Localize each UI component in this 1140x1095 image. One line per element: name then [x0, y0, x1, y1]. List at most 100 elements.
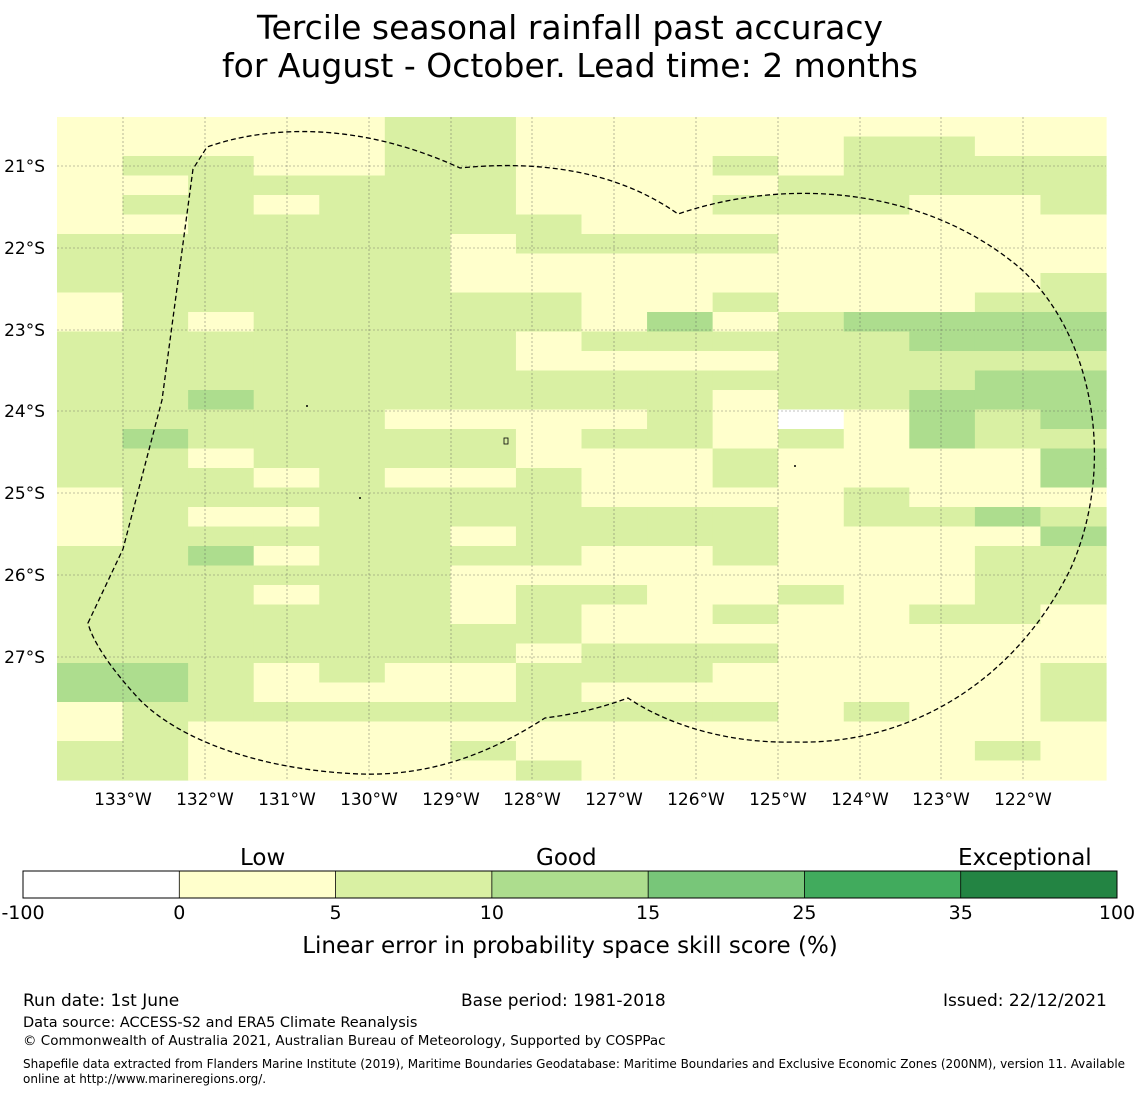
grid-cell: [319, 663, 386, 684]
grid-cell: [122, 273, 189, 294]
grid-cell: [515, 292, 583, 313]
colorbar-segment: [23, 871, 180, 898]
grid-cell: [384, 351, 451, 372]
grid-cell: [122, 643, 189, 664]
grid-cell: [1040, 604, 1107, 625]
grid-cell: [581, 663, 648, 684]
grid-cell: [188, 117, 255, 138]
grid-cell: [974, 312, 1042, 333]
grid-cell: [581, 526, 648, 547]
grid-cell: [57, 702, 124, 723]
grid-cell: [647, 214, 714, 235]
grid-cell: [843, 741, 910, 762]
grid-cell: [778, 253, 845, 274]
latitude-labels: 21°S 22°S 23°S 24°S 25°S 26°S 27°S: [4, 157, 45, 668]
grid-cell: [450, 741, 517, 762]
grid-cell: [909, 175, 976, 196]
grid-cell: [515, 624, 583, 645]
grid-cell: [122, 565, 189, 586]
grid-cell: [581, 409, 648, 430]
grid-cell: [843, 487, 910, 508]
grid-cell: [57, 585, 124, 606]
grid-cell: [450, 117, 517, 138]
grid-cell: [974, 526, 1042, 547]
grid-cell: [188, 624, 255, 645]
grid-cell: [974, 741, 1042, 762]
grid-cell: [778, 390, 845, 411]
eez-boundary: [87, 130, 1096, 775]
grid-cell: [384, 409, 451, 430]
grid-cell: [909, 136, 976, 157]
grid-cell: [319, 741, 386, 762]
grid-cell: [384, 136, 451, 157]
grid-cell: [712, 487, 779, 508]
grid-cell: [515, 234, 583, 255]
grid-cell: [843, 565, 910, 586]
grid-cell: [581, 117, 648, 138]
grid-cell: [712, 565, 779, 586]
grid-cell: [188, 409, 255, 430]
grid-cell: [122, 214, 189, 235]
grid-cell: [712, 682, 779, 703]
grid-cell: [188, 702, 255, 723]
grid-cell: [253, 546, 320, 567]
grid-cell: [909, 682, 976, 703]
grid-cell: [57, 292, 124, 313]
grid-cell: [778, 507, 845, 528]
grid-cell: [974, 585, 1042, 606]
grid-cell: [712, 273, 779, 294]
colorbar-tick-label: 100: [1098, 902, 1136, 924]
grid-cell: [450, 507, 517, 528]
grid-cell: [319, 546, 386, 567]
grid-cell: [319, 643, 386, 664]
grid-cell: [188, 546, 255, 567]
grid-cell: [515, 351, 583, 372]
grid-cell: [581, 468, 648, 489]
grid-cell: [450, 370, 517, 391]
grid-cell: [778, 312, 845, 333]
grid-cell: [122, 234, 189, 255]
grid-cell: [122, 760, 189, 781]
grid-cell: [122, 468, 189, 489]
grid-cell: [122, 156, 189, 177]
grid-cell: [188, 253, 255, 274]
grid-cell: [450, 565, 517, 586]
grid-cell: [450, 331, 517, 352]
grid-cell: [450, 624, 517, 645]
grid-cell: [712, 604, 779, 625]
grid-cell: [122, 331, 189, 352]
grid-cell: [909, 448, 976, 469]
grid-cell: [515, 253, 583, 274]
grid-cell: [647, 682, 714, 703]
grid-cell: [647, 702, 714, 723]
grid-cell: [581, 741, 648, 762]
grid-cell: [647, 351, 714, 372]
longitude-labels: 133°W 132°W 131°W 130°W 129°W 128°W 127°W 126°W…: [94, 790, 1052, 810]
grid-cell: [319, 487, 386, 508]
grid-cell: [909, 663, 976, 684]
grid-cell: [188, 175, 255, 196]
grid-cell: [57, 390, 124, 411]
grid-cell: [581, 682, 648, 703]
grid-cell: [253, 409, 320, 430]
grid-cell: [647, 604, 714, 625]
latitude-label: 27°S: [4, 648, 45, 668]
grid-cell: [843, 643, 910, 664]
grid-cell: [712, 624, 779, 645]
grid-cell: [122, 429, 189, 450]
grid-cell: [1040, 721, 1107, 742]
grid-cell: [778, 702, 845, 723]
grid-cell: [647, 409, 714, 430]
grid-cell: [909, 585, 976, 606]
grid-cell: [647, 760, 714, 781]
grid-cell: [778, 448, 845, 469]
grid-cell: [974, 273, 1042, 294]
shapefile-credit-line-1: Shapefile data extracted from Flanders M…: [23, 1057, 1126, 1071]
grid-cell: [253, 721, 320, 742]
grid-cell: [515, 409, 583, 430]
data-source: Data source: ACCESS-S2 and ERA5 Climate …: [23, 1015, 418, 1031]
grid-cell: [712, 721, 779, 742]
grid-cell: [319, 760, 386, 781]
grid-cell: [384, 175, 451, 196]
grid-cell: [122, 702, 189, 723]
